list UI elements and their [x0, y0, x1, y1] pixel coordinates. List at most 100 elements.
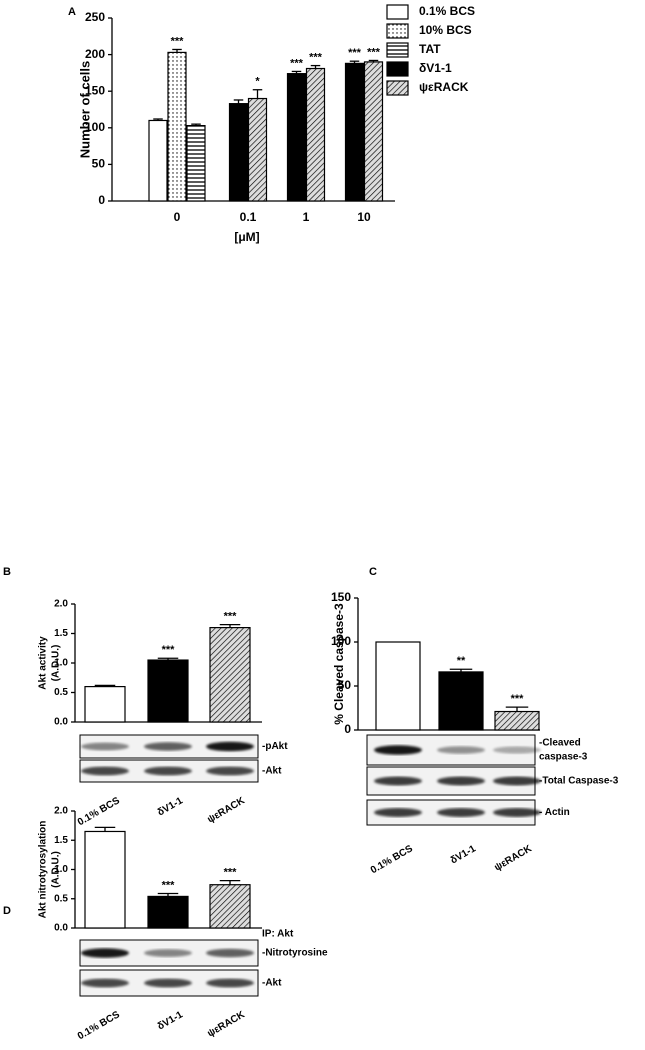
bar: [147, 895, 189, 929]
y-tick-label: 1.5: [54, 835, 68, 846]
legend-label: ψεRACK: [419, 80, 469, 94]
bar: [363, 61, 384, 202]
y-tick-label: 150: [85, 83, 105, 97]
blot-band: [374, 776, 422, 786]
y-axis-label: Akt nitrotyrosylation: [38, 821, 49, 919]
x-tick-label: ψεRACK: [206, 1009, 248, 1039]
blot-band: [81, 948, 129, 958]
x-tick-label: ψεRACK: [206, 795, 248, 825]
y-tick-label: 200: [85, 47, 105, 61]
y-tick-label: 0: [98, 193, 105, 207]
bar: [247, 97, 268, 202]
blot-band: [206, 948, 254, 958]
bar: [84, 685, 126, 723]
bar: [438, 671, 484, 731]
blot-label: -Total Caspase-3: [539, 776, 619, 787]
blot-band: [206, 978, 254, 988]
blot-label: -Akt: [262, 978, 282, 989]
blot-band: [144, 766, 192, 776]
significance: ***: [171, 35, 185, 47]
x-tick-label: δV1-1: [156, 1009, 185, 1032]
blot-band: [374, 808, 422, 817]
blot-band: [493, 746, 541, 754]
blot-band: [437, 776, 485, 786]
bar: [84, 830, 126, 929]
x-tick-label: δV1-1: [156, 795, 185, 818]
x-tick-label: 0: [174, 210, 181, 224]
blot-band: [81, 766, 129, 776]
bar: [375, 641, 421, 731]
legend-swatch: [386, 80, 409, 96]
y-axis-label: (A.D.U.): [51, 645, 62, 682]
bar: [228, 103, 249, 202]
legend-swatch: [386, 4, 409, 20]
blot-band: [493, 808, 541, 817]
y-tick-label: 0.0: [54, 717, 68, 728]
blot-band: [144, 742, 192, 751]
y-tick-label: 100: [331, 634, 351, 648]
blot-band: [437, 746, 485, 754]
x-tick-label: 10: [357, 210, 371, 224]
ip-label: IP: Akt: [262, 929, 294, 940]
legend-swatch: [386, 61, 409, 77]
blot-band: [144, 978, 192, 988]
blot-label: caspase-3: [539, 752, 588, 763]
blot-band: [493, 776, 541, 786]
y-tick-label: 150: [331, 590, 351, 604]
blot-band: [81, 978, 129, 988]
panel-label: D: [3, 905, 11, 917]
y-tick-label: 2.0: [54, 599, 68, 610]
y-tick-label: 0.5: [54, 687, 68, 698]
x-tick-label: 0.1: [240, 210, 257, 224]
legend-label: 10% BCS: [419, 23, 472, 37]
panel-label: C: [369, 566, 377, 578]
y-tick-label: 1.0: [54, 658, 68, 669]
significance: ***: [224, 867, 238, 879]
significance: ***: [162, 644, 176, 656]
y-tick-label: 0.5: [54, 893, 68, 904]
blot-label: - Actin: [539, 807, 570, 818]
significance: ***: [162, 879, 176, 891]
y-tick-label: 1.5: [54, 628, 68, 639]
legend-label: δV1-1: [419, 61, 452, 75]
bar: [147, 659, 189, 723]
y-tick-label: 100: [85, 120, 105, 134]
x-tick-label: δV1-1: [449, 843, 478, 866]
panel-label: A: [68, 6, 76, 18]
bar: [286, 73, 307, 202]
significance: ***: [348, 47, 362, 59]
y-tick-label: 0: [344, 722, 351, 736]
y-tick-label: 2.0: [54, 806, 68, 817]
x-tick-label: ψεRACK: [493, 843, 535, 873]
y-tick-label: 250: [85, 10, 105, 24]
y-tick-label: 50: [92, 157, 106, 171]
blot-label: -Cleaved: [539, 738, 581, 749]
bar: [186, 125, 206, 202]
significance: **: [457, 655, 466, 667]
blot-label: -Nitrotyrosine: [262, 948, 328, 959]
bar: [344, 62, 365, 202]
y-axis-label: Number of cells: [77, 61, 92, 159]
significance: ***: [309, 51, 323, 63]
significance: *: [255, 76, 260, 88]
bar: [209, 884, 251, 929]
blot-band: [206, 766, 254, 776]
y-axis-label: % Cleaved caspase-3: [332, 603, 346, 725]
bar: [148, 119, 168, 202]
blot-band: [374, 745, 422, 755]
bar: [305, 67, 326, 202]
legend-label: TAT: [419, 42, 441, 56]
y-tick-label: 50: [338, 678, 352, 692]
x-tick-label: 0.1% BCS: [76, 795, 122, 828]
y-axis-label: (A.D.U.): [51, 851, 62, 888]
legend-label: 0.1% BCS: [419, 4, 475, 18]
bar: [209, 626, 251, 723]
significance: ***: [290, 57, 304, 69]
bar: [167, 51, 187, 202]
blot-band: [437, 808, 485, 817]
blot-label: -pAkt: [262, 741, 288, 752]
legend-swatch: [386, 23, 409, 39]
x-tick-label: 0.1% BCS: [369, 843, 415, 876]
blot-band: [81, 742, 129, 751]
